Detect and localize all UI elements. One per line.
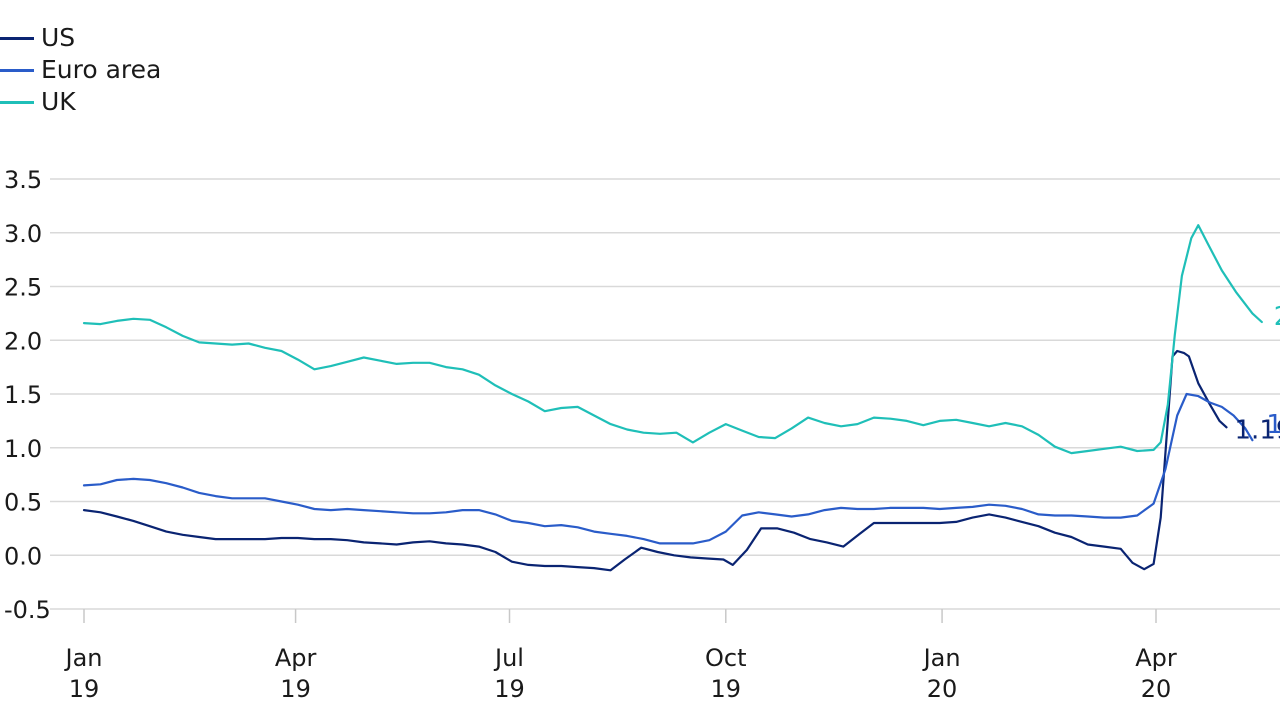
series-line-euro-area [82, 392, 1254, 545]
legend-item-us: US [0, 22, 161, 54]
x-tick-label-year: 19 [280, 675, 311, 703]
y-tick-label: 2.0 [4, 327, 42, 355]
end-label-euro-area: 1.07 [1266, 410, 1280, 440]
y-tick-label: -0.5 [4, 596, 51, 624]
x-tick-label-year: 19 [494, 675, 525, 703]
end-labels: 1.191.07 2.17 [1235, 302, 1280, 445]
x-tick-label-year: 19 [69, 675, 100, 703]
legend-label-euro-area: Euro area [41, 55, 162, 84]
y-tick-label: 0.0 [4, 542, 42, 570]
legend: US Euro area UK [0, 22, 161, 118]
y-tick-label: 3.0 [4, 220, 42, 248]
y-tick-label: 3.5 [4, 166, 42, 194]
x-tick-label-year: 20 [927, 675, 958, 703]
legend-item-uk: UK [0, 86, 161, 118]
x-tick-label-month: Jul [493, 644, 524, 672]
x-tick-label-month: Apr [275, 644, 317, 672]
y-tick-label: 0.5 [4, 489, 42, 517]
x-tick-label-month: Jan [922, 644, 961, 672]
x-tick-label-year: 19 [711, 675, 742, 703]
y-tick-label: 2.5 [4, 274, 42, 302]
y-tick-label: 1.0 [4, 435, 42, 463]
x-axis: Jan 19 Apr 19 Jul 19 Oct 19 Jan 20 Apr 20 [64, 609, 1177, 703]
end-label-us: 1.19 [1235, 415, 1280, 445]
legend-label-us: US [41, 23, 76, 52]
end-label-uk: 2.17 [1274, 302, 1280, 332]
legend-swatch-us [0, 36, 34, 40]
gridlines [50, 178, 1280, 610]
legend-swatch-uk [0, 100, 34, 104]
x-tick-label-year: 20 [1141, 675, 1172, 703]
x-tick-label-month: Apr [1135, 644, 1177, 672]
series-line-us [82, 349, 1228, 572]
y-axis: -0.5 0.0 0.5 1.0 1.5 2.0 2.5 3.0 3.5 [4, 166, 51, 624]
x-tick-label-month: Oct [705, 644, 747, 672]
y-tick-label: 1.5 [4, 381, 42, 409]
legend-swatch-euro-area [0, 68, 34, 72]
x-tick-label-month: Jan [64, 644, 103, 672]
legend-label-uk: UK [41, 87, 76, 116]
legend-item-euro-area: Euro area [0, 54, 161, 86]
series-line-uk [82, 224, 1263, 455]
series-lines [82, 224, 1263, 572]
